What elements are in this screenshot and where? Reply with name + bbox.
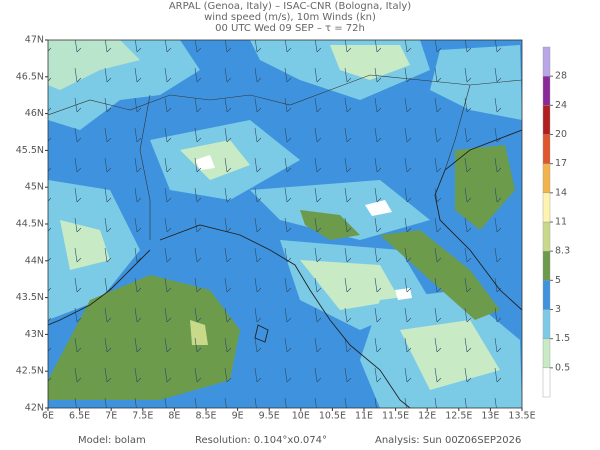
footer-resolution: Resolution: 0.104°x0.074° [195,435,327,446]
lon-tick-label: 8E [168,411,180,422]
lat-tick-label: 45.5N [16,145,44,156]
colorbar-label: 28 [555,71,567,82]
lon-tick-label: 12.5E [445,411,472,422]
footer-analysis: Analysis: Sun 00Z06SEP2026 [375,435,521,446]
lat-tick-label: 45N [25,182,44,193]
colorbar-segment [542,134,551,164]
lon-tick-label: 6.5E [69,411,90,422]
colorbar-label: 14 [555,187,567,198]
lon-tick-label: 7.5E [132,411,153,422]
lon-tick-label: 11E [355,411,373,422]
header-line: ARPAL (Genoa, Italy) – ISAC-CNR (Bologna… [169,1,411,12]
lat-tick-label: 43.5N [16,292,44,303]
footer-model: Model: bolam [78,435,146,446]
colorbar-label: 5 [555,275,561,286]
colorbar-segment [542,75,551,106]
colorbar-segment [542,192,551,223]
lon-tick-label: 7E [105,411,117,422]
header-line: 00 UTC Wed 09 SEP – τ = 72h [215,23,365,34]
lon-tick-label: 8.5E [195,411,216,422]
lon-tick-label: 11.5E [382,411,409,422]
lon-tick-label: 9E [232,411,244,422]
colorbar-segment [542,367,551,398]
lon-tick-label: 6E [42,411,54,422]
colorbar-label: 11 [555,217,567,228]
lat-tick-label: 44.5N [16,219,44,230]
colorbar-segment [542,163,551,194]
header-line: wind speed (m/s), 10m Winds (kn) [204,12,376,23]
lon-tick-label: 10.5E [319,411,346,422]
lon-tick-label: 13E [481,411,499,422]
lon-tick-label: 9.5E [259,411,280,422]
colorbar-label: 17 [555,158,567,169]
colorbar-label: 8.3 [555,246,570,257]
colorbar-segment [542,46,551,77]
colorbar: 0.5 1.5 3 5 8.3 11 14 17 20 24 28 [542,46,570,398]
lon-tick-label: 12E [418,411,436,422]
colorbar-label: 0.5 [555,362,570,373]
colorbar-label: 20 [555,129,567,140]
lat-tick-label: 42.5N [16,366,44,377]
lat-tick-label: 46.5N [16,71,44,82]
lon-tick-label: 10E [292,411,310,422]
lat-tick-label: 44N [25,255,44,266]
colorbar-label: 1.5 [555,333,570,344]
colorbar-segment [542,250,551,281]
lat-tick-label: 47N [25,35,44,46]
lat-tick-label: 46N [25,108,44,119]
lat-tick-label: 42N [25,403,44,414]
colorbar-segment [542,221,551,252]
map-field [48,40,522,408]
colorbar-segment [542,280,551,310]
colorbar-segment [542,309,551,339]
lon-tick-label: 13.5E [508,411,535,422]
colorbar-segment [542,338,551,369]
colorbar-label: 24 [555,100,567,111]
colorbar-label: 3 [555,304,561,315]
lat-tick-label: 43N [25,329,44,340]
map-axes: 6E 6.5E 7E 7.5E 8E 8.5E 9E 9.5E 10E 10.5E 11E 11.5E… [16,35,536,422]
colorbar-segment [542,105,551,135]
